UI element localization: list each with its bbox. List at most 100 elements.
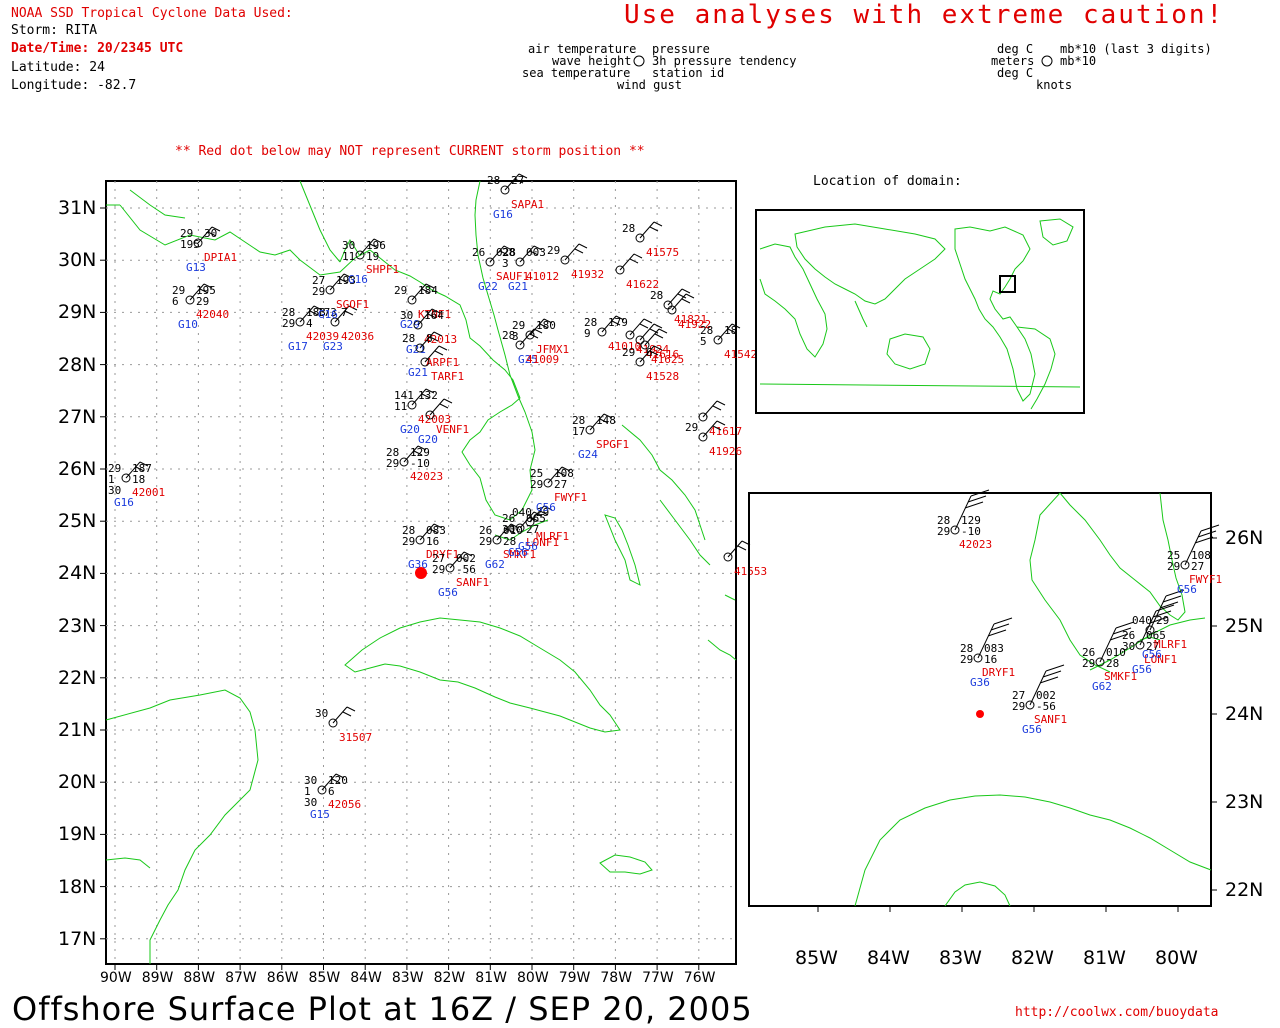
svg-text:4: 4 xyxy=(306,317,313,330)
svg-text:G20: G20 xyxy=(400,423,420,436)
svg-text:30: 30 xyxy=(108,484,121,497)
svg-text:G56: G56 xyxy=(518,540,538,553)
svg-text:28: 28 xyxy=(402,524,415,537)
svg-text:1: 1 xyxy=(304,785,311,798)
svg-text:083: 083 xyxy=(426,524,446,537)
svg-text:ARPF1: ARPF1 xyxy=(426,356,459,369)
svg-text:5: 5 xyxy=(700,335,707,348)
svg-text:G62: G62 xyxy=(485,558,505,571)
svg-text:195: 195 xyxy=(180,238,200,251)
lon-label: 83W xyxy=(391,970,424,986)
svg-text:132: 132 xyxy=(418,389,438,402)
svg-text:065: 065 xyxy=(1146,629,1166,642)
svg-text:41616: 41616 xyxy=(646,348,679,361)
svg-text:-10: -10 xyxy=(410,457,430,470)
svg-text:G22: G22 xyxy=(478,280,498,293)
svg-text:29: 29 xyxy=(282,317,295,330)
svg-text:29: 29 xyxy=(402,535,415,548)
svg-text:29: 29 xyxy=(685,421,698,434)
lat-label: 27N xyxy=(58,405,97,428)
svg-text:29: 29 xyxy=(937,525,950,538)
svg-text:18: 18 xyxy=(132,473,145,486)
lat-label: 30N xyxy=(58,249,97,272)
svg-text:G21: G21 xyxy=(408,366,428,379)
svg-text:42039: 42039 xyxy=(306,330,339,343)
lon-label: 86W xyxy=(266,970,299,986)
lat-label: 21N xyxy=(58,719,97,741)
lat-label: 25N xyxy=(58,510,97,533)
world-locator-map xyxy=(755,209,1085,414)
svg-text:28: 28 xyxy=(386,446,399,459)
svg-text:27: 27 xyxy=(511,174,524,187)
svg-text:42036: 42036 xyxy=(341,330,374,343)
svg-text:148: 148 xyxy=(596,414,616,427)
svg-text:25: 25 xyxy=(530,467,543,480)
svg-text:29: 29 xyxy=(512,319,525,332)
svg-text:002: 002 xyxy=(1036,689,1056,702)
svg-text:29: 29 xyxy=(547,244,560,257)
svg-text:120: 120 xyxy=(328,774,348,787)
svg-text:SAPA1: SAPA1 xyxy=(511,198,544,211)
svg-text:DPIA1: DPIA1 xyxy=(204,251,237,264)
svg-text:11: 11 xyxy=(342,250,355,263)
svg-text:28: 28 xyxy=(937,514,950,527)
svg-text:003: 003 xyxy=(526,246,546,259)
svg-text:G17: G17 xyxy=(288,340,308,353)
svg-text:30: 30 xyxy=(1122,640,1135,653)
svg-text:41528: 41528 xyxy=(646,370,679,383)
svg-text:27: 27 xyxy=(432,552,445,565)
station-41622: 41622 xyxy=(615,253,659,291)
svg-text:3: 3 xyxy=(502,257,509,270)
svg-text:26: 26 xyxy=(1082,646,1095,659)
legend-pressure-tendency: 3h pressure tendency xyxy=(652,54,797,68)
inset-lon-label: 84W xyxy=(867,947,910,969)
station-41009: 28 41009 xyxy=(502,328,559,366)
svg-text:G23: G23 xyxy=(323,340,343,353)
svg-text:30: 30 xyxy=(400,309,413,322)
inset-lon-label: 80W xyxy=(1155,947,1198,969)
station-41924: 41924 xyxy=(625,318,669,356)
inset-lat-label: 22N xyxy=(1225,879,1264,901)
legend-station-id: station id xyxy=(652,66,725,80)
inset-storm-dot xyxy=(976,710,984,718)
data-source-label: NOAA SSD Tropical Cyclone Data Used: xyxy=(11,6,293,21)
svg-text:8: 8 xyxy=(426,332,433,345)
inset-lon-label: 81W xyxy=(1083,947,1126,969)
svg-text:30: 30 xyxy=(315,707,328,720)
svg-text:41009: 41009 xyxy=(526,353,559,366)
svg-text:29: 29 xyxy=(196,295,209,308)
footer-url[interactable]: http://coolwx.com/buoydata xyxy=(1015,1005,1219,1020)
svg-text:SANF1: SANF1 xyxy=(1034,713,1067,726)
inset-lon-label: 85W xyxy=(795,947,838,969)
svg-text:G16: G16 xyxy=(348,273,368,286)
svg-text:28: 28 xyxy=(960,642,973,655)
inset-lat-label: 23N xyxy=(1225,791,1264,813)
station-41542: 28 18 5 41542 xyxy=(700,323,757,361)
legend-wind-gust: wind gust xyxy=(617,78,683,92)
svg-text:G15: G15 xyxy=(310,808,330,821)
svg-text:VENF1: VENF1 xyxy=(436,423,469,436)
footer-title: Offshore Surface Plot at 16Z / SEP 20, 2… xyxy=(12,990,753,1028)
svg-text:18: 18 xyxy=(724,324,737,337)
svg-text:41932: 41932 xyxy=(571,268,604,281)
svg-text:G56: G56 xyxy=(1132,663,1152,676)
svg-text:G24: G24 xyxy=(578,448,598,461)
svg-text:G16: G16 xyxy=(114,496,134,509)
domain-locator-box xyxy=(999,275,1016,293)
svg-text:129: 129 xyxy=(961,514,981,527)
svg-text:108: 108 xyxy=(554,467,574,480)
storm-longitude: Longitude: -82.7 xyxy=(11,78,137,93)
legend-wave-height: wave height xyxy=(552,54,632,68)
inset-lat-label: 25N xyxy=(1225,615,1264,637)
storm-name: Storm: RITA xyxy=(11,23,98,38)
